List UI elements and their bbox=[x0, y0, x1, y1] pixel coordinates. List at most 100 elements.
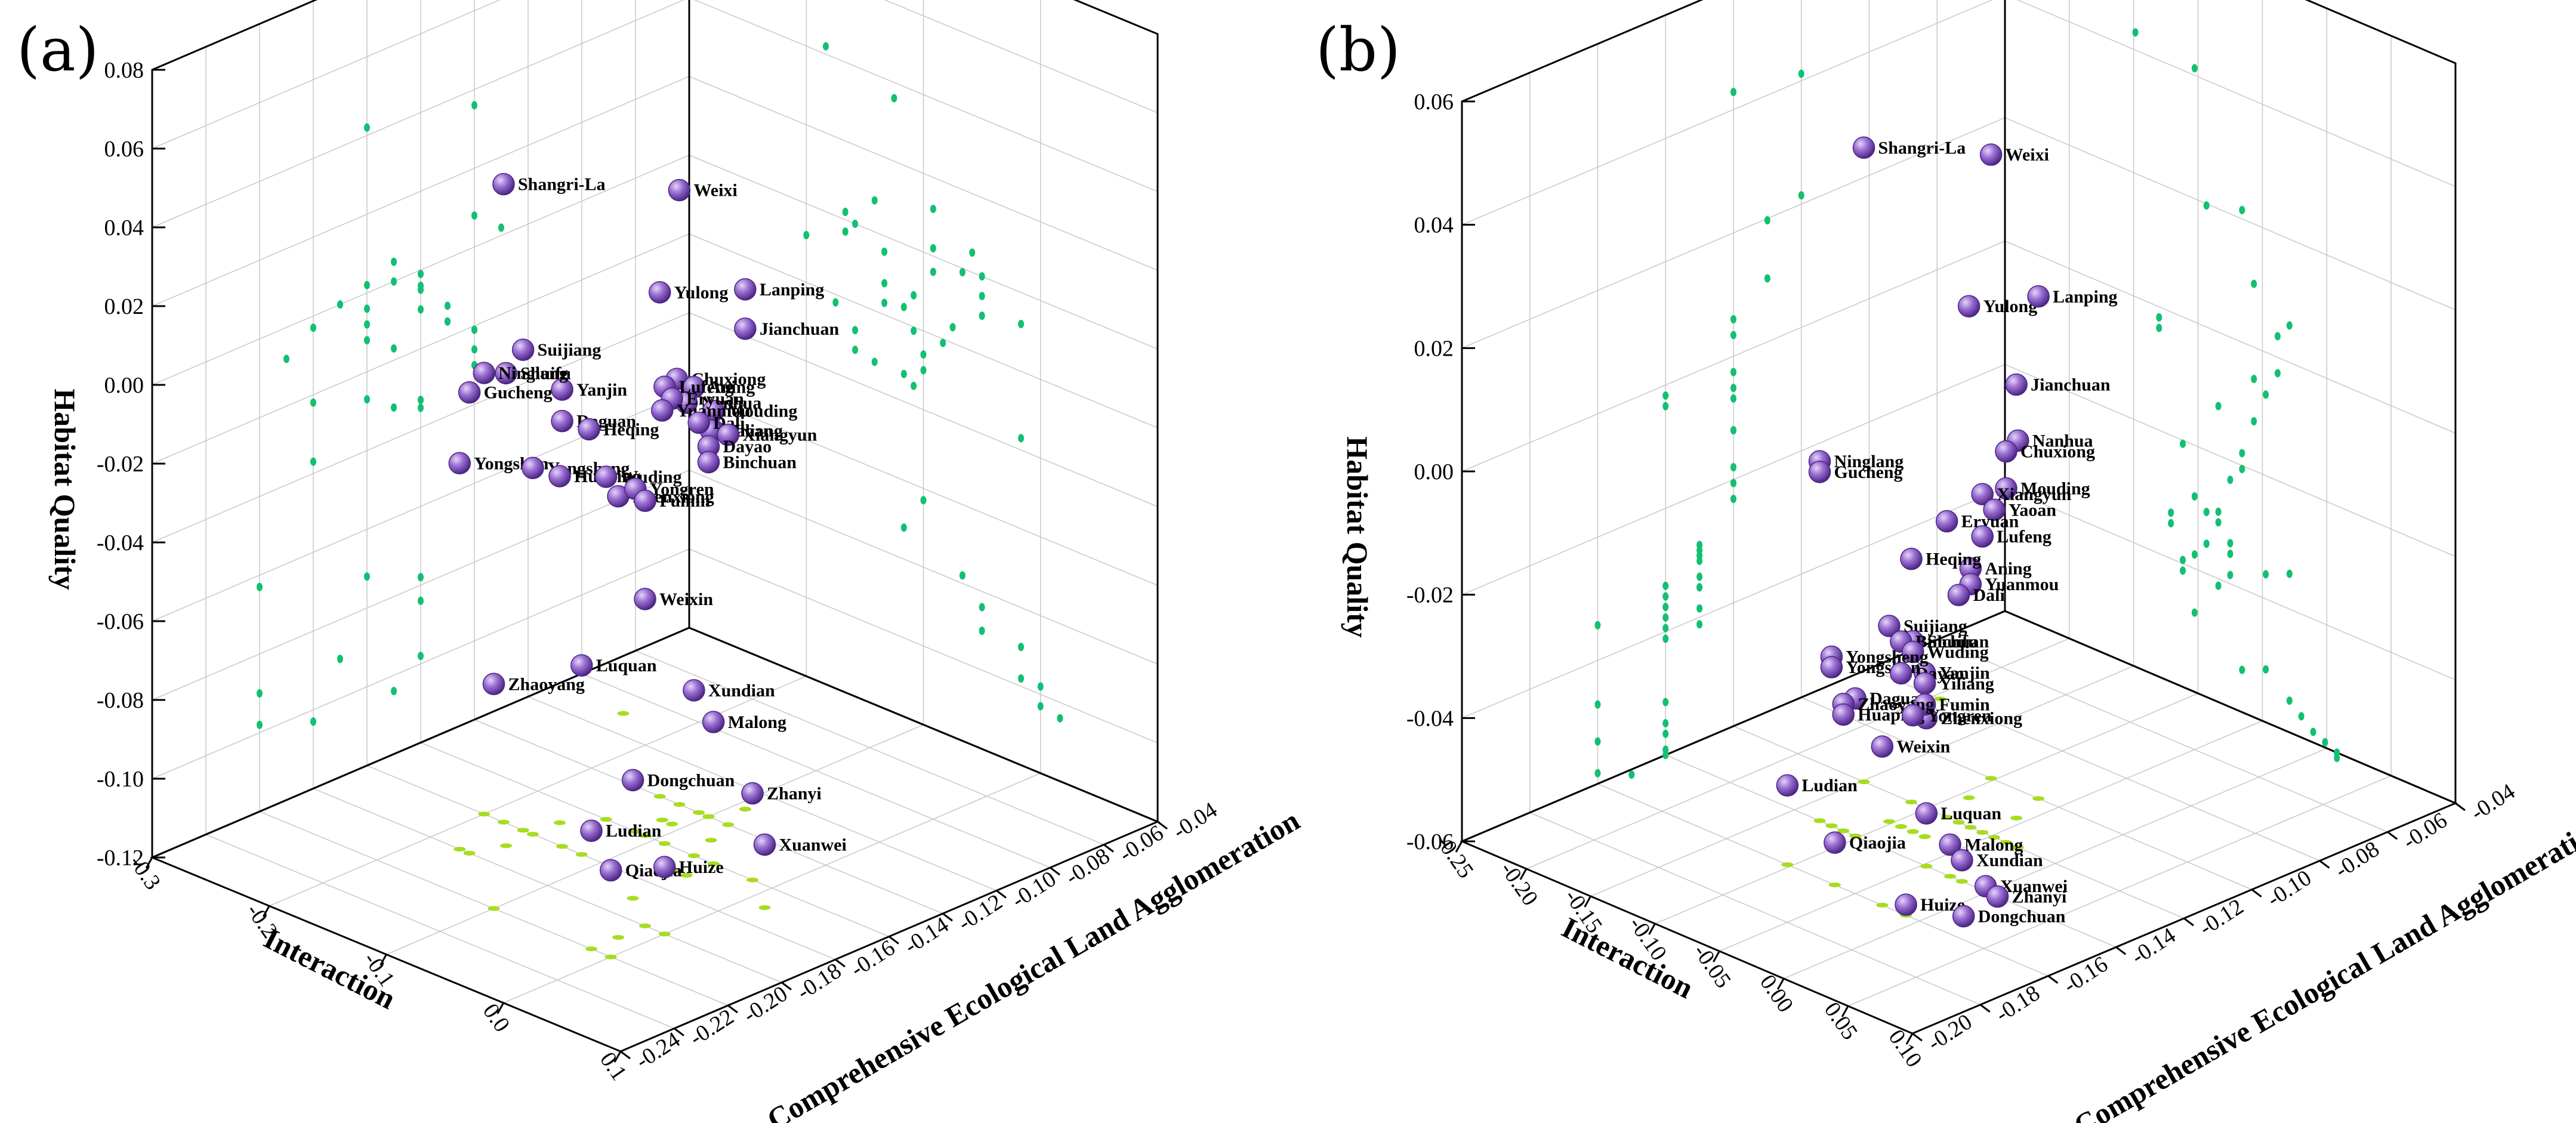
y-tick bbox=[996, 890, 1007, 899]
projection-floor bbox=[2032, 796, 2045, 801]
projection-left-wall bbox=[498, 223, 504, 232]
data-point-luquan bbox=[1915, 802, 1938, 825]
data-point-zhanyi bbox=[741, 782, 764, 805]
data-point-suijiang bbox=[1878, 615, 1901, 637]
projection-floor bbox=[1952, 820, 1965, 825]
data-point-suijiang bbox=[511, 338, 535, 361]
projection-left-wall bbox=[1696, 556, 1703, 565]
y-tick bbox=[1103, 844, 1114, 853]
projection-left-wall bbox=[1594, 769, 1601, 778]
projection-left-wall bbox=[418, 596, 424, 605]
data-point-mouding bbox=[1995, 477, 2017, 500]
projection-right-wall bbox=[2180, 439, 2186, 448]
projection-right-wall bbox=[852, 220, 859, 229]
projection-left-wall bbox=[418, 652, 424, 661]
projection-left-wall bbox=[391, 344, 397, 353]
z-tick-label: -0.04 bbox=[97, 530, 144, 556]
projection-floor bbox=[1895, 824, 1907, 829]
projection-floor bbox=[673, 802, 686, 807]
y-tick bbox=[1912, 1032, 1923, 1042]
data-point-luquan bbox=[570, 654, 593, 677]
z-tick-label: -0.06 bbox=[97, 609, 144, 634]
panel-label-a: (a) bbox=[17, 15, 99, 85]
y-tick bbox=[781, 982, 792, 991]
projection-floor bbox=[739, 807, 751, 812]
projection-right-wall bbox=[2239, 206, 2245, 215]
data-label: Yanjin bbox=[1939, 664, 1990, 683]
projection-left-wall bbox=[337, 655, 343, 664]
projection-right-wall bbox=[920, 350, 927, 359]
data-label: Ludian bbox=[1801, 776, 1858, 795]
data-point-yongshan bbox=[448, 452, 471, 475]
projection-right-wall bbox=[930, 244, 936, 253]
projection-floor bbox=[687, 853, 700, 859]
data-label: Huize bbox=[679, 857, 724, 877]
x-tick bbox=[496, 1002, 505, 1014]
y-tick bbox=[2455, 802, 2466, 812]
projection-left-wall bbox=[310, 398, 316, 407]
data-point-ludian bbox=[580, 819, 603, 842]
data-label: Yaoan bbox=[2009, 500, 2056, 520]
data-point-yanjin bbox=[551, 378, 573, 401]
y-tick bbox=[889, 936, 899, 945]
projection-left-wall bbox=[364, 123, 370, 132]
projection-right-wall bbox=[2274, 369, 2281, 378]
projection-left-wall bbox=[1730, 331, 1736, 340]
projection-left-wall bbox=[1662, 698, 1669, 706]
grid-line bbox=[386, 724, 924, 955]
y-tick-label: -0.12 bbox=[2195, 894, 2248, 940]
projection-right-wall bbox=[959, 571, 965, 580]
data-label: Mouding bbox=[2020, 479, 2090, 498]
y-tick bbox=[2183, 917, 2194, 927]
data-label: Weixi bbox=[2006, 145, 2049, 165]
z-axis-title-a: Habitat Quality bbox=[48, 388, 82, 590]
grid-line bbox=[2004, 487, 2456, 681]
projection-right-wall bbox=[911, 381, 917, 390]
projection-floor bbox=[1963, 795, 1975, 800]
data-point-daguan bbox=[551, 409, 573, 433]
projection-left-wall bbox=[1662, 603, 1669, 612]
projection-right-wall bbox=[940, 338, 946, 347]
data-label: Aning bbox=[708, 378, 755, 397]
data-point-malong bbox=[1939, 833, 1961, 856]
y-tick bbox=[1979, 1004, 1991, 1013]
projection-right-wall bbox=[852, 345, 859, 354]
projection-right-wall bbox=[2203, 508, 2210, 517]
projection-right-wall bbox=[1018, 434, 1025, 443]
data-point-lanping bbox=[2027, 285, 2050, 308]
data-label: Qiaojia bbox=[1849, 833, 1906, 853]
floor bbox=[150, 627, 1160, 1053]
projection-left-wall bbox=[1662, 719, 1669, 728]
data-point-yuanmou bbox=[651, 399, 674, 422]
data-point-ludian bbox=[1776, 774, 1799, 797]
projection-right-wall bbox=[2156, 323, 2162, 332]
projection-right-wall bbox=[2310, 727, 2316, 736]
data-label: Weixin bbox=[659, 590, 713, 609]
projection-floor bbox=[1858, 779, 1870, 785]
projection-right-wall bbox=[871, 196, 878, 205]
projection-left-wall bbox=[1662, 402, 1669, 411]
projection-floor bbox=[680, 872, 693, 878]
projection-right-wall bbox=[803, 231, 810, 240]
y-tick bbox=[620, 1050, 631, 1060]
grid-line bbox=[1597, 783, 2049, 977]
projection-floor bbox=[478, 812, 490, 817]
projection-floor bbox=[1849, 833, 1862, 838]
data-label: Wuding bbox=[1927, 643, 1989, 662]
projection-right-wall bbox=[1037, 682, 1044, 691]
data-label: Fumin bbox=[659, 491, 710, 511]
data-label: Aning bbox=[1985, 559, 2031, 578]
projection-floor bbox=[658, 931, 671, 937]
projection-right-wall bbox=[2239, 665, 2245, 674]
data-label: Zhanyi bbox=[2012, 887, 2067, 907]
projection-floor bbox=[629, 829, 641, 834]
y-tick bbox=[674, 1028, 684, 1036]
data-point-yulong bbox=[648, 281, 671, 304]
projection-right-wall bbox=[881, 279, 888, 288]
y-tick-label: -0.08 bbox=[2331, 837, 2384, 883]
data-point-dayao bbox=[1890, 662, 1912, 685]
projection-right-wall bbox=[2191, 550, 2198, 559]
y-tick-label: -0.14 bbox=[900, 912, 953, 959]
projection-left-wall bbox=[1662, 581, 1669, 590]
z-tick-label: 0.04 bbox=[104, 215, 144, 240]
